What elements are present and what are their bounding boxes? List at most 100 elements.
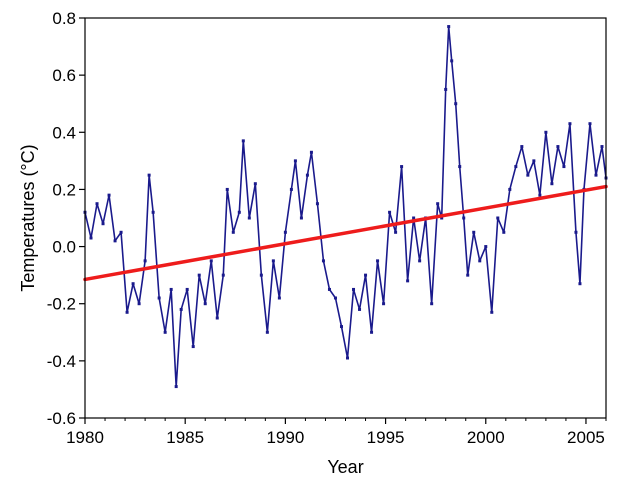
temperature-point	[346, 356, 350, 360]
temperature-point	[490, 310, 494, 314]
temperature-point	[388, 210, 392, 214]
temperature-point	[440, 216, 444, 220]
temperature-point	[600, 145, 604, 149]
y-tick-label: 0.4	[52, 123, 76, 142]
y-axis-label: Temperatures (°C)	[18, 144, 38, 291]
temperature-point	[556, 145, 560, 149]
y-tick-label: -0.4	[47, 352, 76, 371]
temperature-point	[191, 345, 195, 349]
x-tick-label: 2000	[467, 428, 505, 447]
temperature-point	[358, 307, 362, 311]
temperature-point	[339, 325, 343, 329]
temperature-point	[454, 102, 458, 106]
y-axis: -0.6 -0.4 -0.2 0.0 0.2 0.4 0.6 0.8	[47, 9, 85, 428]
temperature-point	[185, 287, 189, 291]
temperature-point	[544, 130, 548, 134]
temperature-point	[271, 259, 275, 263]
temperature-point	[444, 87, 448, 91]
temperature-point	[472, 230, 476, 234]
temperature-point	[215, 316, 219, 320]
temperature-point	[119, 230, 123, 234]
y-tick-label: 0.0	[52, 238, 76, 257]
temperature-point	[508, 187, 512, 191]
temperature-point	[568, 122, 572, 126]
temperature-point	[147, 173, 151, 177]
temperature-point	[299, 216, 303, 220]
y-tick-label: -0.2	[47, 295, 76, 314]
temperature-point	[502, 230, 506, 234]
x-tick-label: 1980	[66, 428, 104, 447]
temperature-point	[237, 210, 241, 214]
temperature-point	[289, 187, 293, 191]
temperature-point	[157, 296, 161, 300]
temperature-point	[447, 25, 451, 29]
temperature-point	[462, 216, 466, 220]
temperature-point	[151, 210, 155, 214]
temperature-point	[520, 145, 524, 149]
temperature-point	[352, 287, 356, 291]
temperature-point	[143, 259, 147, 263]
temperature-point	[406, 279, 410, 283]
temperature-point	[321, 259, 325, 263]
temperature-point	[179, 307, 183, 311]
temperature-point	[526, 173, 530, 177]
temperature-point	[107, 193, 111, 197]
temperature-point	[221, 273, 225, 277]
temperature-point	[532, 159, 536, 163]
temperature-point	[241, 139, 245, 143]
temperature-point	[309, 150, 313, 154]
temperature-point	[376, 259, 380, 263]
temperature-point	[225, 187, 229, 191]
temperature-point	[594, 173, 598, 177]
temperature-point	[436, 202, 440, 206]
temperature-point	[197, 273, 201, 277]
temperature-point	[89, 236, 93, 240]
temperature-point	[562, 165, 566, 169]
x-tick-label: 1990	[266, 428, 304, 447]
temperature-point	[382, 302, 386, 306]
temperature-point	[163, 330, 167, 334]
temperature-point	[578, 282, 582, 286]
plot-frame	[84, 17, 607, 419]
temperature-point	[430, 302, 434, 306]
y-tick-label: 0.6	[52, 66, 76, 85]
temperature-point	[209, 259, 213, 263]
x-axis-label: Year	[327, 457, 363, 477]
temperature-point	[458, 165, 462, 169]
y-tick-label: 0.8	[52, 9, 76, 28]
temperature-point	[315, 202, 319, 206]
temperature-point	[484, 245, 488, 249]
temperature-point	[253, 182, 257, 186]
y-tick-label: 0.2	[52, 180, 76, 199]
temperature-point	[265, 330, 269, 334]
temperature-point	[293, 159, 297, 163]
temperature-point	[137, 302, 141, 306]
temperature-point	[169, 287, 173, 291]
x-axis: 1980 1985 1990 1995 2000 2005	[66, 418, 607, 447]
temperature-point	[588, 122, 592, 126]
temperature-series-line	[84, 25, 607, 388]
temperature-point	[95, 202, 99, 206]
temperature-point	[203, 302, 207, 306]
temperature-point	[277, 296, 281, 300]
temperature-point	[259, 273, 263, 277]
temperature-point	[538, 193, 542, 197]
temperature-point	[394, 230, 398, 234]
temperature-point	[412, 216, 416, 220]
temperature-point	[131, 282, 135, 286]
y-tick-label: -0.6	[47, 409, 76, 428]
temperature-point	[305, 173, 309, 177]
temperature-point	[101, 222, 105, 226]
temperature-point	[550, 182, 554, 186]
temperature-point	[333, 296, 337, 300]
temperature-point	[174, 385, 178, 389]
series-layer	[83, 25, 608, 389]
temperature-point	[327, 287, 331, 291]
temperature-point	[125, 310, 129, 314]
temperature-point	[231, 230, 235, 234]
trend-line	[83, 184, 608, 282]
temperature-point	[466, 273, 470, 277]
x-tick-label: 1985	[166, 428, 204, 447]
temperature-point	[247, 216, 251, 220]
